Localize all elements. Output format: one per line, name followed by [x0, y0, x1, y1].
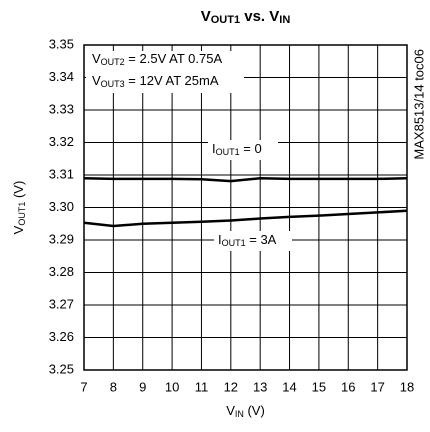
- annotation-bg: [86, 51, 244, 93]
- annotation: VOUT3 = 12V AT 25mA: [92, 73, 219, 88]
- text-part: OUT1: [211, 14, 240, 26]
- text-part: = 3A: [246, 232, 277, 247]
- y-tick-label: 3.25: [49, 361, 74, 376]
- series-label: IOUT1 = 3A: [218, 232, 277, 247]
- x-tick-label: 16: [341, 379, 355, 394]
- y-tick-label: 3.26: [49, 329, 74, 344]
- text-part: OUT3: [101, 79, 125, 89]
- text-part: V: [11, 225, 26, 234]
- text-part: = 0: [240, 141, 262, 156]
- series-label-bg: [208, 140, 278, 160]
- y-tick-label: 3.32: [49, 134, 74, 149]
- series-label: IOUT1 = 0: [212, 141, 262, 156]
- text-part: IN: [279, 14, 290, 26]
- annotation: VOUT2 = 2.5V AT 0.75A: [92, 51, 222, 66]
- text-part: V: [226, 403, 235, 418]
- x-tick-label: 10: [165, 379, 179, 394]
- text-part: OUT1: [17, 202, 27, 226]
- x-tick-label: 17: [370, 379, 384, 394]
- series-line: [83, 176, 408, 183]
- y-tick-label: 3.35: [49, 36, 74, 51]
- text-part: = 2.5V AT 0.75A: [125, 51, 223, 66]
- text-part: OUT1: [222, 238, 246, 248]
- x-tick-label: 14: [282, 379, 296, 394]
- text-part: IN: [235, 409, 244, 419]
- y-tick-label: 3.34: [49, 69, 74, 84]
- x-tick-label: 15: [312, 379, 326, 394]
- text-part: V: [201, 8, 211, 25]
- y-tick-label: 3.27: [49, 296, 74, 311]
- text-part: = 12V AT 25mA: [125, 73, 219, 88]
- text-part: (V): [244, 403, 265, 418]
- text-part: V: [92, 51, 101, 66]
- chart-title: VOUT1 vs. VIN: [201, 8, 291, 26]
- x-tick-label: 12: [224, 379, 238, 394]
- text-part: I: [212, 141, 216, 156]
- x-tick-label: 13: [253, 379, 267, 394]
- text-part: vs. V: [240, 8, 279, 25]
- text-part: V: [92, 73, 101, 88]
- text-part: OUT1: [216, 147, 240, 157]
- plot-frame: [83, 44, 408, 371]
- series-label-bg: [214, 231, 292, 251]
- text-part: I: [218, 232, 222, 247]
- text-part: OUT2: [101, 57, 125, 67]
- x-tick-label: 9: [139, 379, 146, 394]
- x-tick-label: 18: [400, 379, 414, 394]
- y-tick-label: 3.28: [49, 264, 74, 279]
- y-tick-label: 3.29: [49, 231, 74, 246]
- side-note: MAX8513/14 toc06: [411, 49, 426, 160]
- series-line: [83, 209, 408, 228]
- x-axis-label: VIN (V): [226, 403, 265, 418]
- y-tick-label: 3.33: [49, 101, 74, 116]
- x-tick-label: 8: [110, 379, 117, 394]
- y-tick-label: 3.31: [49, 166, 74, 181]
- y-tick-label: 3.30: [49, 199, 74, 214]
- y-axis-label: VOUT1 (V): [11, 181, 26, 235]
- text-part: (V): [11, 181, 26, 202]
- x-tick-label: 7: [80, 379, 87, 394]
- x-tick-label: 11: [195, 379, 209, 394]
